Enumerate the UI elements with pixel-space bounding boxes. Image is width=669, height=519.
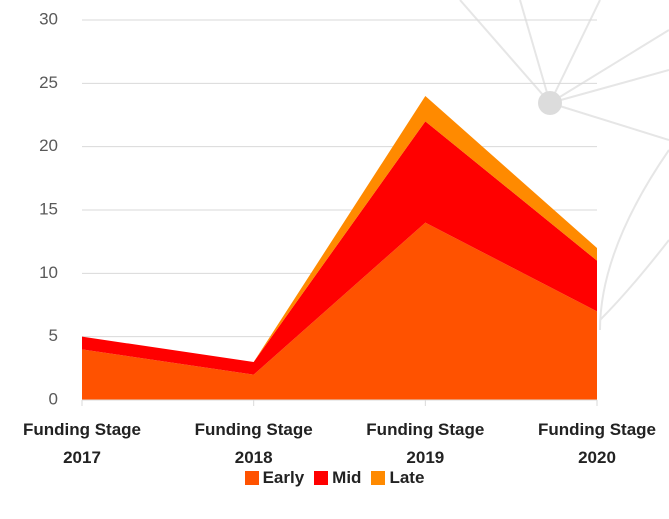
- x-tick-label: Funding Stage 2019: [350, 416, 500, 472]
- y-tick-label: 25: [39, 73, 58, 92]
- legend-swatch: [314, 471, 328, 485]
- x-tick-label: Funding Stage 2018: [179, 416, 329, 472]
- page: 051015202530 EarlyMidLate Funding Stage …: [0, 0, 669, 519]
- y-tick-label: 30: [39, 9, 58, 28]
- x-tick-label: Funding Stage 2017: [7, 416, 157, 472]
- y-tick-label: 10: [39, 263, 58, 282]
- x-tick-label: Funding Stage 2020: [522, 416, 669, 472]
- y-tick-label: 0: [49, 389, 58, 408]
- y-tick-label: 15: [39, 199, 58, 218]
- legend-swatch: [245, 471, 259, 485]
- y-tick-label: 5: [49, 326, 58, 345]
- legend-swatch: [371, 471, 385, 485]
- y-tick-label: 20: [39, 136, 58, 155]
